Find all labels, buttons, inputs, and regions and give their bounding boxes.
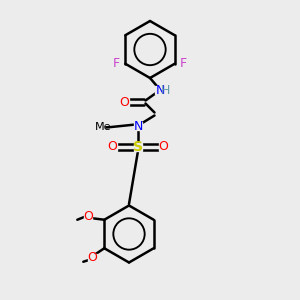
Text: O: O [159,140,168,154]
Text: O: O [120,95,129,109]
Bar [108,143,117,151]
Text: N: N [156,83,165,97]
Text: O: O [87,251,97,264]
Bar [134,122,142,130]
Text: N: N [133,119,143,133]
Bar [134,143,142,151]
Text: S: S [133,140,143,154]
Text: F: F [180,57,187,70]
Text: Me: Me [95,122,112,132]
Bar [88,254,97,261]
Bar [154,86,166,94]
Bar [84,213,92,220]
Text: F: F [113,57,120,70]
Bar [159,143,168,151]
Text: H: H [161,83,171,97]
Text: O: O [108,140,117,154]
Text: O: O [83,210,93,223]
Bar [120,98,129,106]
